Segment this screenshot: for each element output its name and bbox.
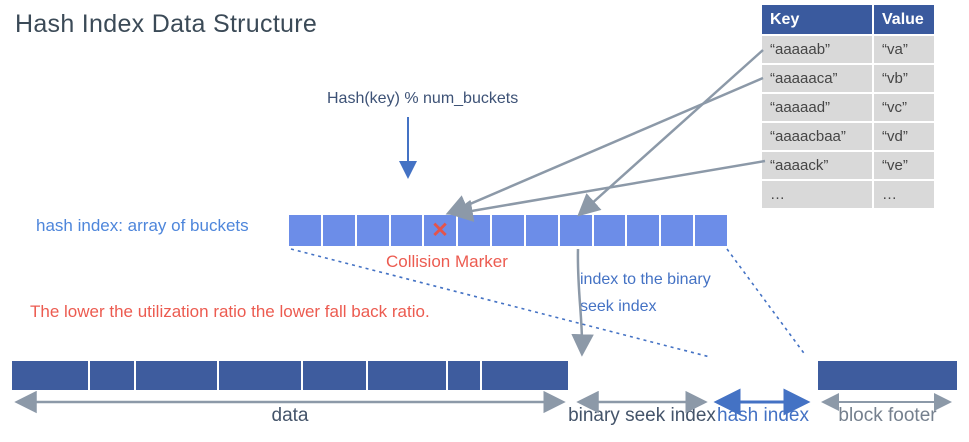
block-cell [356,215,389,246]
index-note: index to the binary seek index [580,266,730,320]
binary-seek-index-block [576,361,708,390]
table-header-key: Key [762,5,872,34]
block-cell [136,361,217,390]
block-cell [90,361,134,390]
page-title: Hash Index Data Structure [15,10,318,38]
block-cell [12,361,88,390]
index-note-line2: seek index [580,298,657,315]
table-row: “aaaaaca” “vb” [762,65,934,92]
dotted-line-array-right-to-hash-block [726,248,807,357]
binary-seek-index-extent-label: binary seek index [568,405,716,426]
hash-index-extent-label: hash index [717,405,809,426]
table-cell-key: “aaaack” [762,152,872,179]
block-cell [303,361,366,390]
table-cell-key: “aaaaaca” [762,65,872,92]
bucket-array [289,215,727,246]
data-block [12,361,568,390]
table-cell-value: “va” [874,36,934,63]
hash-formula-label: Hash(key) % num_buckets [327,90,519,107]
table-row: “aaaacbaa” “vd” [762,123,934,150]
table-cell-key: “aaaaab” [762,36,872,63]
index-note-line1: index to the binary [580,271,711,288]
table-cell-key: … [762,181,872,208]
collision-marker-x: ✕ [431,219,449,242]
block-cell [695,215,727,246]
block-cell [448,361,480,390]
block-cell [525,215,558,246]
table-cell-value: … [874,181,934,208]
block-cell [482,361,568,390]
collision-marker-label: Collision Marker [386,252,508,271]
block-cell [368,361,446,390]
block-cell [458,215,491,246]
data-extent-label: data [271,405,309,426]
block-cell [322,215,355,246]
block-footer-block [818,361,957,390]
block-footer-extent-label: block footer [838,405,937,426]
table-row: “aaaaad” “vc” [762,94,934,121]
table-cell-value: “vb” [874,65,934,92]
block-cell [289,215,321,246]
table-cell-value: “vd” [874,123,934,150]
line-key-aaaack-to-collision-bucket [450,159,766,222]
table-cell-value: “vc” [874,94,934,121]
table-header-row: Key Value [762,5,934,34]
table-row: “aaaack” “ve” [762,152,934,179]
table-cell-key: “aaaaad” [762,94,872,121]
block-cell [219,361,301,390]
block-cell [593,215,626,246]
bucket-array-label: hash index: array of buckets [36,216,249,235]
table-cell-key: “aaaacbaa” [762,123,872,150]
table-cell-value: “ve” [874,152,934,179]
table-row: … … [762,181,934,208]
block-cell [492,215,524,246]
utilization-note: The lower the utilization ratio the lowe… [30,302,430,321]
table-row: “aaaaab” “va” [762,36,934,63]
block-cell [627,215,660,246]
hash-index-block [714,361,812,390]
key-value-table: Key Value “aaaaab” “va” “aaaaaca” “vb” “… [762,5,934,210]
line-key-aaaaab-to-bucket9 [577,49,764,217]
table-header-value: Value [874,5,934,34]
block-cell [559,215,592,246]
block-cell [390,215,423,246]
block-cell [661,215,694,246]
